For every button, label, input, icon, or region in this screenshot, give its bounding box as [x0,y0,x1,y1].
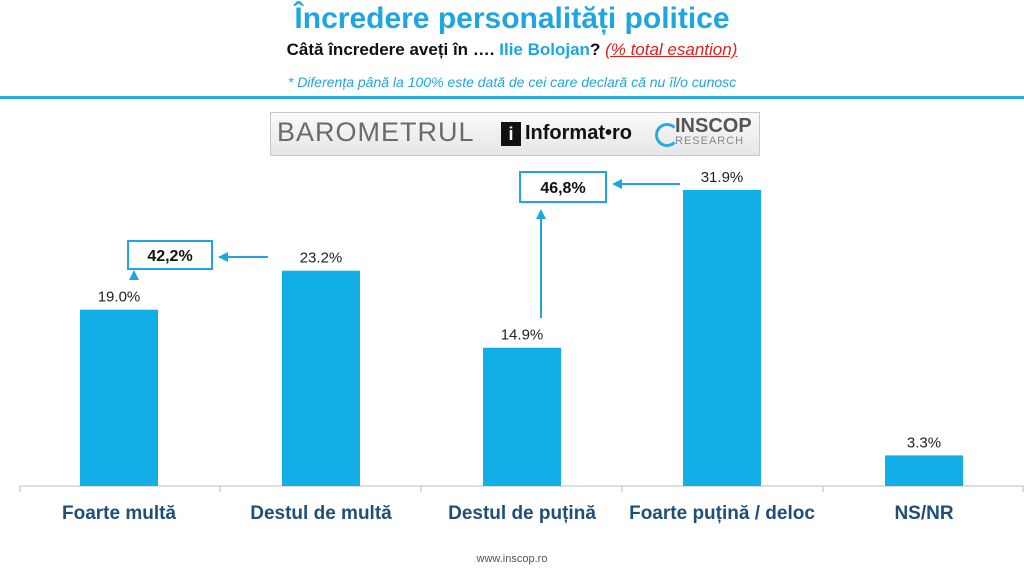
annotation-label-1: 46,8% [540,180,585,197]
footer-url: www.inscop.ro [476,553,548,565]
sample-scope: (% total esantion) [605,40,738,59]
page-title: Încredere personalități politice [294,2,730,35]
category-label-3: Foarte puțină / deloc [629,503,815,524]
footnote: * Diferența până la 100% este dată de ce… [287,74,737,90]
header-divider [0,96,1024,99]
question-prefix: Câtă încredere aveți în …. [286,40,495,59]
category-label-2: Destul de puțină [448,503,596,524]
person-name: Ilie Bolojan [499,40,590,59]
category-label-4: NS/NR [894,503,953,524]
bar-0 [80,309,158,486]
informat-logo-text: Informat•ro [525,122,633,144]
bar-1 [282,270,360,486]
barometer-logo-text: BAROMETRUL [277,117,475,147]
data-label-4: 3.3% [907,434,941,451]
annotation-box-1 [519,171,607,203]
inscop-logo-text: INSCOP [675,115,752,137]
question-mark: ? [589,40,601,59]
bar-2 [483,347,561,486]
sponsor-logo-banner: BAROMETRUL i Informat•ro INSCOP RESEARCH [270,112,760,156]
inscop-swirl-icon [655,123,679,147]
data-label-1: 23.2% [300,250,343,267]
question-subtitle: Câtă încredere aveți în …. Ilie Bolojan?… [0,40,1024,60]
data-label-3: 31.9% [701,169,744,186]
informat-logo-icon: i [501,122,521,146]
annotation-label-0: 42,2% [147,248,192,265]
bar-3 [683,190,761,486]
inscop-research-text: RESEARCH [675,135,745,147]
category-label-0: Foarte multă [62,503,176,524]
category-label-1: Destul de multă [250,503,392,524]
data-label-2: 14.9% [501,327,544,344]
bar-4 [885,455,963,486]
data-label-0: 19.0% [98,289,141,306]
annotation-box-0 [127,240,213,270]
